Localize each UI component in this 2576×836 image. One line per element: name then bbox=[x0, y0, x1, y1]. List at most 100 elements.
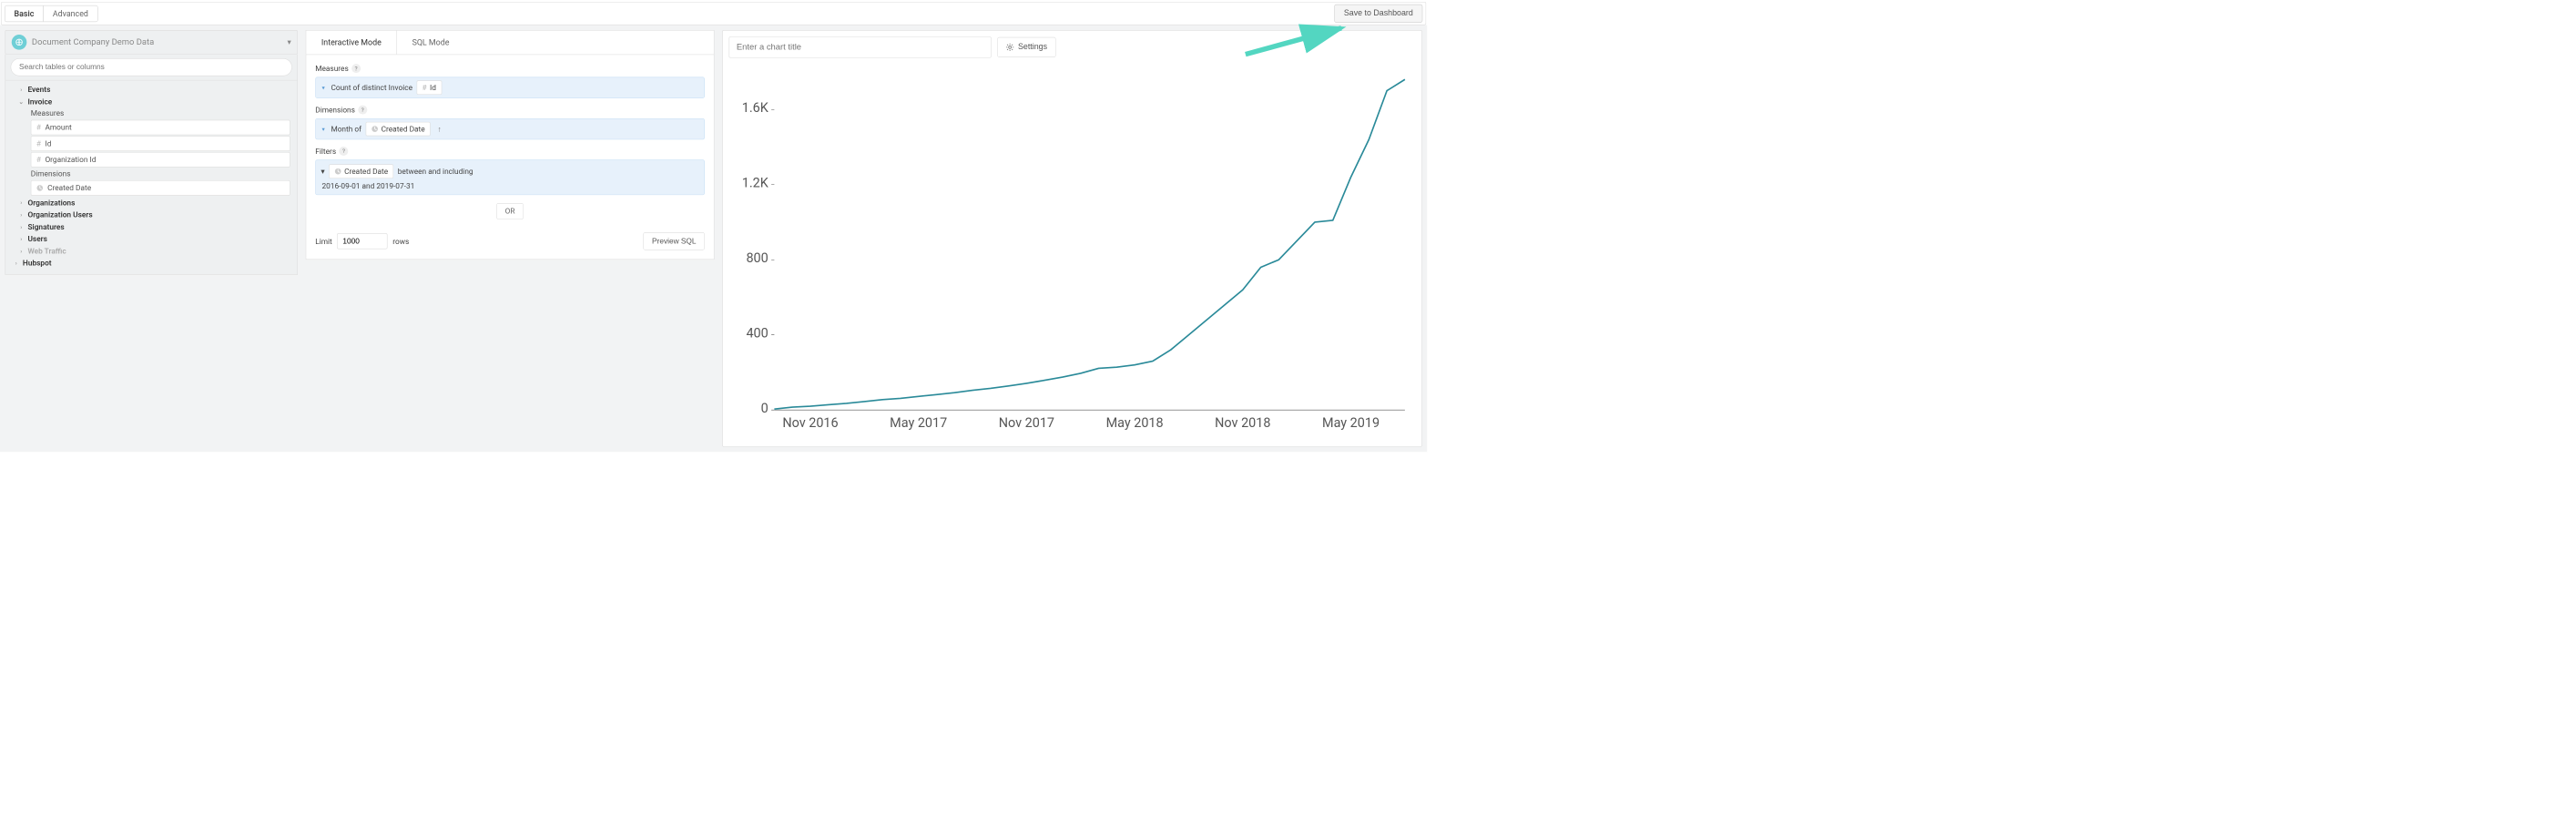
chip-label: Amount bbox=[45, 123, 71, 132]
or-button[interactable]: OR bbox=[496, 203, 524, 219]
chevron-right-icon: › bbox=[17, 223, 25, 230]
tab-basic[interactable]: Basic bbox=[5, 5, 44, 21]
tree-label: Hubspot bbox=[23, 259, 52, 268]
tree-label: Signatures bbox=[27, 222, 64, 231]
svg-text:400: 400 bbox=[746, 325, 768, 341]
filter-pill[interactable]: ▾ Created Date between and including 201… bbox=[315, 159, 705, 195]
tree-node-signatures[interactable]: › Signatures bbox=[7, 220, 295, 232]
clock-icon bbox=[372, 126, 379, 133]
chip-label: Organization Id bbox=[45, 155, 96, 164]
measure-amount[interactable]: # Amount bbox=[31, 120, 290, 136]
tab-sql-mode[interactable]: SQL Mode bbox=[396, 31, 464, 55]
svg-text:May 2018: May 2018 bbox=[1106, 415, 1164, 431]
preview-sql-button[interactable]: Preview SQL bbox=[644, 232, 705, 250]
measure-organization-id[interactable]: # Organization Id bbox=[31, 152, 290, 168]
query-mode-tabs: Interactive Mode SQL Mode bbox=[306, 30, 715, 55]
section-label: Dimensions bbox=[315, 106, 355, 115]
dimensions-pill[interactable]: ▾ Month of Created Date ↑ bbox=[315, 118, 705, 139]
svg-text:1.6K: 1.6K bbox=[742, 100, 769, 116]
tree-label: Organization Users bbox=[27, 210, 92, 219]
tree-node-web-traffic[interactable]: › Web Traffic bbox=[7, 245, 295, 257]
svg-text:0: 0 bbox=[761, 401, 769, 416]
measures-title: Measures ? bbox=[315, 64, 705, 73]
datasource-name: Document Company Demo Data bbox=[32, 37, 282, 47]
filter-field-chip[interactable]: Created Date bbox=[329, 164, 393, 178]
help-icon[interactable]: ? bbox=[339, 147, 348, 156]
rows-label: rows bbox=[392, 237, 409, 246]
save-to-dashboard-button[interactable]: Save to Dashboard bbox=[1334, 5, 1422, 23]
dimensions-title: Dimensions ? bbox=[315, 106, 705, 115]
tab-advanced[interactable]: Advanced bbox=[43, 5, 97, 21]
hash-icon: # bbox=[36, 155, 41, 164]
chart-settings-button[interactable]: Settings bbox=[997, 37, 1055, 57]
chart-panel: Settings 04008001.2K1.6KNov 2016May 2017… bbox=[722, 30, 1421, 447]
chart-title-input[interactable] bbox=[729, 36, 992, 57]
clock-icon bbox=[334, 168, 341, 175]
query-panel: Measures ? ▾ Count of distinct Invoice #… bbox=[306, 55, 715, 260]
hash-icon: # bbox=[36, 139, 41, 148]
measure-id[interactable]: # Id bbox=[31, 136, 290, 151]
tree-label: Invoice bbox=[27, 97, 52, 107]
tab-interactive-mode[interactable]: Interactive Mode bbox=[306, 31, 396, 55]
chip-label: Created Date bbox=[47, 183, 91, 192]
chip-label: Created Date bbox=[382, 125, 425, 134]
tree-label: Web Traffic bbox=[27, 247, 66, 256]
mode-tab-group: Basic Advanced bbox=[5, 5, 97, 22]
tree-node-organizations[interactable]: › Organizations bbox=[7, 197, 295, 209]
tree-node-hubspot[interactable]: › Hubspot bbox=[7, 257, 295, 269]
main-area: Document Company Demo Data ▾ › Events ⌄ … bbox=[0, 25, 1427, 452]
tree-section-measures: Measures bbox=[7, 107, 295, 118]
chip-label: Created Date bbox=[344, 167, 388, 176]
filter-op-label: between and including bbox=[398, 167, 473, 176]
top-bar: Basic Advanced Save to Dashboard bbox=[1, 2, 1426, 25]
svg-text:800: 800 bbox=[746, 250, 768, 266]
limit-input[interactable] bbox=[337, 233, 387, 249]
chevron-right-icon: › bbox=[17, 248, 25, 255]
measure-field-chip[interactable]: # Id bbox=[416, 80, 442, 95]
chip-label: Id bbox=[430, 83, 436, 92]
dimension-created-date[interactable]: Created Date bbox=[31, 180, 290, 196]
chip-label: Id bbox=[45, 139, 51, 148]
limit-row: Limit rows Preview SQL bbox=[315, 232, 705, 250]
datasource-icon bbox=[12, 35, 27, 50]
search-wrap bbox=[5, 55, 298, 81]
help-icon[interactable]: ? bbox=[358, 106, 367, 115]
tree-node-users[interactable]: › Users bbox=[7, 233, 295, 245]
left-column: Document Company Demo Data ▾ › Events ⌄ … bbox=[5, 30, 298, 447]
schema-tree: › Events ⌄ Invoice Measures # Amount # I bbox=[5, 80, 298, 274]
filters-title: Filters ? bbox=[315, 147, 705, 156]
chevron-right-icon: › bbox=[17, 87, 25, 94]
chevron-right-icon: › bbox=[13, 260, 20, 267]
tree-node-events[interactable]: › Events bbox=[7, 84, 295, 96]
chevron-down-icon: ▾ bbox=[320, 84, 327, 91]
svg-text:Nov 2018: Nov 2018 bbox=[1215, 415, 1270, 431]
section-label: Filters bbox=[315, 147, 336, 156]
settings-label: Settings bbox=[1018, 43, 1047, 52]
chevron-right-icon: › bbox=[17, 211, 25, 219]
tree-label: Organizations bbox=[27, 199, 75, 208]
tree-node-invoice[interactable]: ⌄ Invoice bbox=[7, 96, 295, 107]
measures-pill[interactable]: ▾ Count of distinct Invoice # Id bbox=[315, 77, 705, 98]
sort-direction-icon[interactable]: ↑ bbox=[434, 125, 444, 134]
pill-label: Count of distinct Invoice bbox=[331, 83, 412, 92]
svg-text:Nov 2016: Nov 2016 bbox=[782, 415, 838, 431]
datasource-selector[interactable]: Document Company Demo Data ▾ bbox=[5, 30, 298, 55]
limit-label: Limit bbox=[315, 237, 332, 246]
chart-svg: 04008001.2K1.6KNov 2016May 2017Nov 2017M… bbox=[729, 62, 1415, 441]
tree-label: Events bbox=[27, 85, 50, 94]
chevron-down-icon: ⌄ bbox=[17, 98, 25, 106]
tree-node-organization-users[interactable]: › Organization Users bbox=[7, 209, 295, 220]
dimension-field-chip[interactable]: Created Date bbox=[365, 122, 430, 137]
svg-text:Nov 2017: Nov 2017 bbox=[999, 415, 1054, 431]
svg-text:May 2019: May 2019 bbox=[1322, 415, 1380, 431]
annotation-arrow bbox=[1230, 24, 1381, 59]
clock-icon bbox=[36, 185, 44, 192]
search-input[interactable] bbox=[11, 58, 292, 76]
chevron-down-icon: ▾ bbox=[320, 126, 327, 133]
svg-text:May 2017: May 2017 bbox=[890, 415, 947, 431]
tree-label: Users bbox=[27, 234, 46, 243]
help-icon[interactable]: ? bbox=[351, 64, 361, 73]
chart-column: Settings 04008001.2K1.6KNov 2016May 2017… bbox=[722, 30, 1421, 447]
chevron-right-icon: › bbox=[17, 236, 25, 243]
chevron-down-icon: ▾ bbox=[321, 167, 324, 176]
